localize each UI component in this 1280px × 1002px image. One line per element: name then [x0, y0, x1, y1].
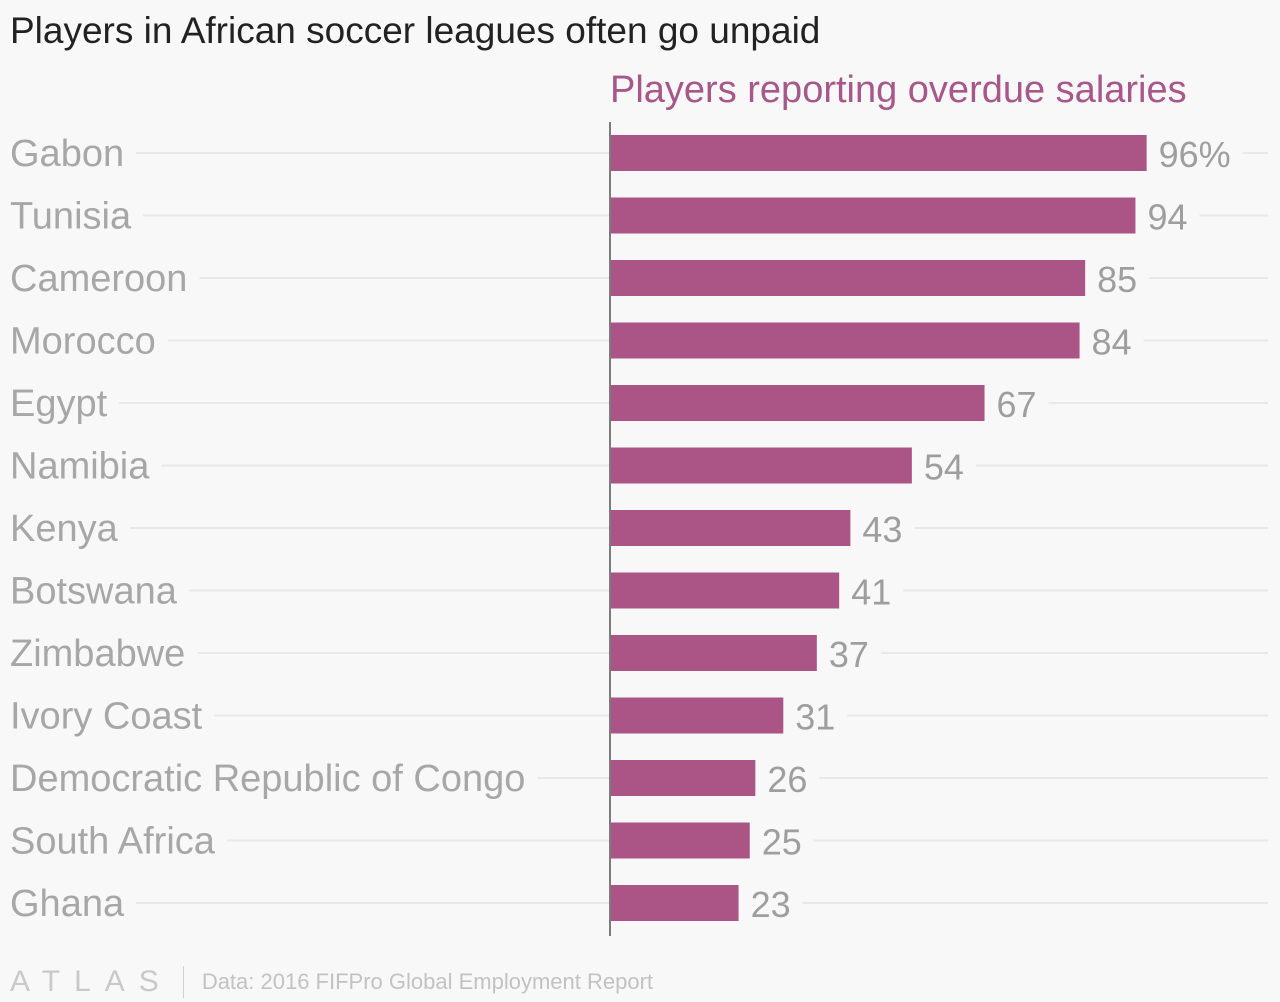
bar-chart: Players reporting overdue salaries Gabon 9… [10, 69, 1268, 936]
source-note: Data: 2016 FIFPro Global Employment Repo… [201, 969, 654, 994]
category-label: Ghana [10, 883, 125, 925]
category-label: Tunisia [10, 196, 132, 238]
bar [610, 447, 912, 484]
bar [610, 822, 750, 859]
bar [610, 635, 817, 671]
category-label: Botswana [10, 571, 178, 613]
value-label: 96% [1159, 134, 1231, 175]
category-label: Morocco [10, 321, 156, 363]
chart-subtitle: Players reporting overdue salaries [610, 69, 1187, 111]
value-label: 41 [851, 572, 891, 613]
value-label: 43 [862, 509, 902, 550]
bar [610, 260, 1086, 296]
category-label: Cameroon [10, 258, 187, 300]
value-label: 31 [795, 697, 835, 738]
bar [610, 572, 840, 609]
category-label: Kenya [10, 508, 119, 550]
bar [610, 322, 1080, 359]
bars [609, 122, 1147, 936]
bar [610, 697, 784, 734]
value-label: 94 [1147, 197, 1187, 238]
category-label: Zimbabwe [10, 633, 185, 675]
value-label: 85 [1097, 259, 1137, 300]
category-label: Namibia [10, 446, 150, 488]
bar [610, 135, 1147, 171]
value-label: 54 [924, 447, 964, 488]
value-label: 67 [997, 384, 1037, 425]
category-label: South Africa [10, 821, 216, 863]
value-label: 84 [1092, 322, 1132, 363]
value-label: 37 [829, 634, 869, 675]
bar [610, 197, 1136, 234]
value-label: 25 [762, 822, 802, 863]
category-label: Democratic Republic of Congo [10, 758, 525, 800]
gridlines [119, 152, 1268, 904]
bar [610, 510, 851, 546]
footer: ATLAS Data: 2016 FIFPro Global Employmen… [10, 964, 653, 1000]
atlas-logo: ATLAS [10, 965, 173, 998]
bar [610, 760, 756, 796]
value-label: 26 [767, 759, 807, 800]
value-label: 23 [751, 884, 791, 925]
labels: Players reporting overdue salaries Gabon 9… [10, 69, 1231, 925]
category-label: Ivory Coast [10, 696, 203, 738]
chart-title: Players in African soccer leagues often … [10, 10, 821, 51]
bar [610, 885, 739, 921]
category-label: Gabon [10, 133, 124, 175]
bar [610, 385, 985, 421]
footer-divider [182, 966, 184, 998]
category-label: Egypt [10, 383, 108, 425]
